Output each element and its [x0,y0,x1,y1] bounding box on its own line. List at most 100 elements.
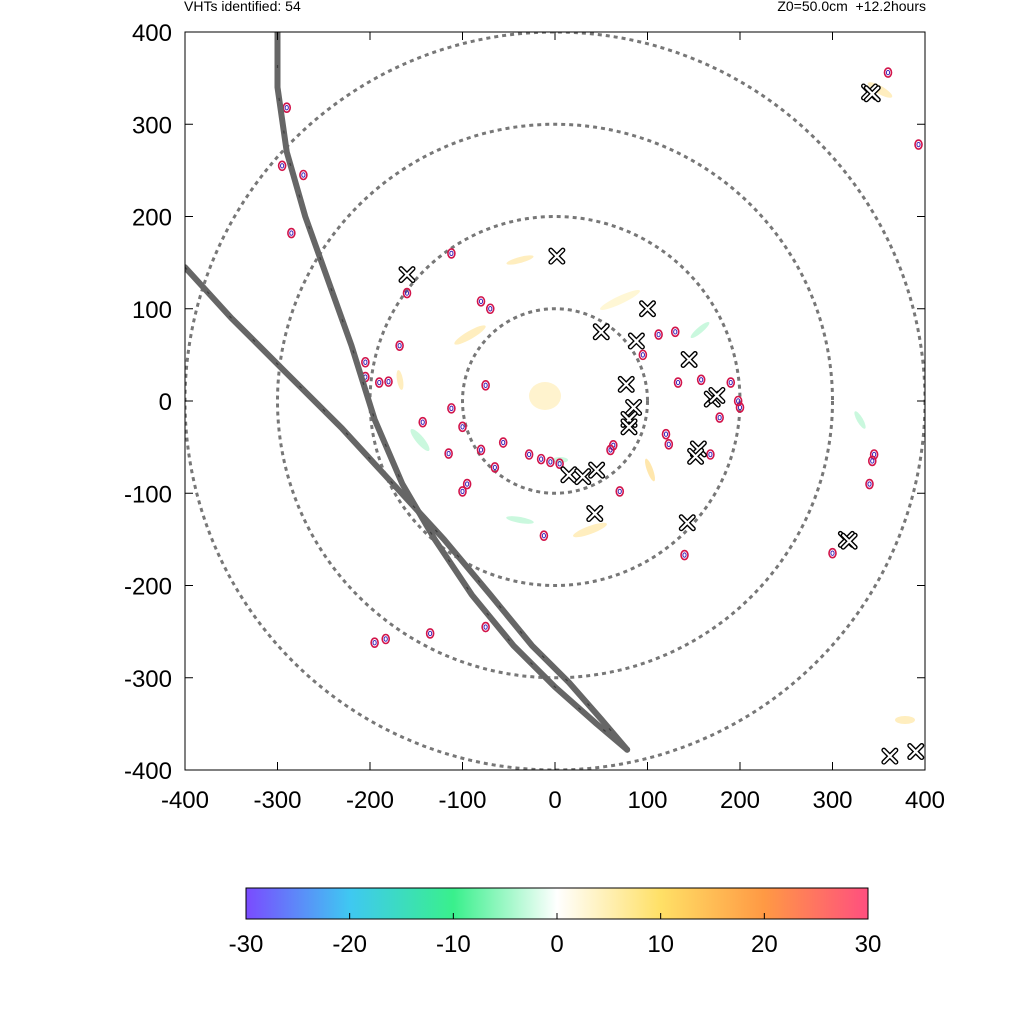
colorbar-tick-label: -10 [436,931,471,958]
x-tick-label: 100 [627,787,667,814]
x-tick-label: -100 [438,787,486,814]
vht-marker [627,332,645,350]
contour-ring-inner [428,630,433,637]
contour-ring-inner [289,230,294,236]
x-tick-label: -400 [161,787,209,814]
contour-ring [490,462,500,473]
contour-ring [828,547,837,559]
contour-ring [447,248,456,259]
contour-ring [865,478,874,490]
contour-ring [462,478,472,490]
contour-ring [299,169,308,181]
y-tick-label: 200 [132,205,172,232]
contour-ring [539,530,549,541]
contour-ring [733,395,743,407]
contour-ring-inner [386,378,391,385]
contour-ring [524,449,534,460]
colorbar-tick-label: -30 [229,931,264,958]
contour-ring [555,458,564,470]
contour-ring-inner [656,331,661,338]
contour-ring-inner [284,104,289,111]
contour-ring-inner [736,398,741,404]
colorbar-tick-label: 20 [751,931,778,958]
vht-marker [588,461,606,479]
vht-marker [586,505,604,523]
contour-ring [638,349,648,361]
contour-ring-inner [663,431,669,437]
contour-ring [931,152,938,161]
contour-ring [706,449,715,460]
y-tick-label: 100 [132,297,172,324]
storm-track [185,264,631,753]
contour-ring-inner [932,205,935,209]
vht-marker [680,350,698,368]
contour-ring [361,356,370,368]
contour-ring-inner [377,379,382,386]
contour-ring [287,227,296,239]
contour-ring [654,329,663,340]
contour-ring-inner [460,424,465,430]
contour-ring-inner [478,298,484,305]
y-tick-label: 400 [132,20,172,47]
contour-ring-inner [830,550,835,556]
contour-ring [498,437,508,448]
x-tick-label: -300 [253,787,301,814]
contour-ring [384,376,393,387]
contour-ring-inner [548,459,553,465]
contour-ring-inner [916,141,921,148]
x-tick-label: 400 [905,787,945,814]
contour-ring [481,380,490,391]
y-tick-label: -400 [124,758,172,785]
contour-ring [715,412,724,423]
contour-ring [381,633,391,645]
contour-ring-inner [539,456,544,462]
contour-ring-inner [397,342,402,349]
contour-ring [615,486,625,497]
y-tick-label: 300 [132,112,172,139]
contour-ring-inner [682,552,687,558]
contour-ring-inner [708,451,713,458]
contour-ring [680,549,689,561]
contour-ring-inner [717,414,722,421]
vht-marker [840,532,858,550]
contour-ring-inner [460,488,465,495]
header-level-time: Z0=50.0cm +12.2hours [777,0,926,14]
contour-ring [476,444,486,456]
y-tick-label: -100 [124,481,172,508]
contour-ring-inner [501,439,506,446]
contour-ring-inner [420,419,425,425]
contour-ring [370,637,379,648]
contour-ring-inner [541,532,547,539]
contour-ring-inner [673,329,678,335]
vht-marker [560,466,578,484]
vht-marker [639,300,656,318]
contour-ring [476,296,486,307]
contour-ring [735,402,745,413]
contour-ring-inner [608,447,613,453]
contour-ring-inner [640,352,645,358]
contour-ring [546,456,555,468]
y-tick-label: -300 [124,666,172,693]
range-ring [461,307,649,495]
contour-ring [444,448,453,459]
x-tick-label: -200 [346,787,394,814]
header-vht-count: VHTs identified: 54 [184,0,301,14]
contour-ring [374,377,384,388]
contour-ring-inner [666,441,671,448]
contour-ring [277,160,287,172]
contour-ring [458,421,467,433]
contour-ring [883,67,893,78]
vht-marker [398,266,416,284]
contour-ring [696,374,706,386]
vht-marker [708,386,726,404]
contour-ring-inner [675,379,681,386]
contour-ring-inner [363,359,368,365]
contour-ring-inner [404,290,410,296]
contour-ring-inner [870,458,875,464]
contour-ring-inner [728,379,733,386]
contour-ring [930,203,937,212]
x-tick-label: 200 [720,787,760,814]
storm-track-dashes [276,32,628,751]
contour-ring-inner [492,464,497,471]
